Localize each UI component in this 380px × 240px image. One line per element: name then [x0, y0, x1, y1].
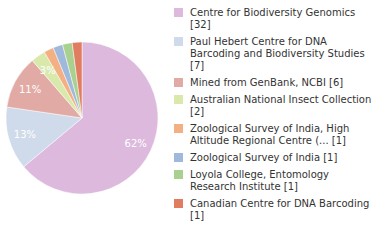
- legend-swatch: [174, 78, 183, 87]
- legend-label: Canadian Centre for DNA Barcoding[1]: [190, 198, 369, 221]
- legend-swatch: [174, 124, 183, 133]
- data-labels: 62% 13% 11% 3%: [14, 65, 147, 150]
- legend-swatch: [174, 95, 183, 104]
- legend-swatch: [174, 199, 183, 208]
- legend-label: Australian National Insect Collection[2]: [190, 94, 371, 117]
- legend-swatch: [174, 37, 183, 46]
- legend-swatch: [174, 170, 183, 179]
- data-label: 62%: [125, 138, 147, 149]
- legend: Centre for Biodiversity Genomics[32] Paul…: [174, 7, 371, 221]
- pie-slice: [63, 43, 82, 118]
- pie: [6, 42, 158, 194]
- legend-label: Mined from GenBank, NCBI [6]: [190, 77, 343, 88]
- data-label: 13%: [14, 129, 36, 140]
- data-label: 11%: [19, 84, 41, 95]
- data-label: 3%: [40, 65, 56, 76]
- legend-swatch: [174, 8, 183, 17]
- legend-swatch: [174, 153, 183, 162]
- legend-label: Loyola College, EntomologyResearch Insti…: [190, 169, 329, 192]
- pie-slice: [72, 42, 82, 118]
- chart: 62% 13% 11% 3% Centre for Biodiversity Genom…: [0, 0, 380, 240]
- legend-label: Paul Hebert Centre for DNABarcoding and …: [190, 36, 365, 71]
- legend-label: Zoological Survey of India, HighAltitude…: [190, 123, 349, 146]
- legend-label: Centre for Biodiversity Genomics[32]: [190, 7, 355, 30]
- legend-label: Zoological Survey of India [1]: [190, 152, 337, 163]
